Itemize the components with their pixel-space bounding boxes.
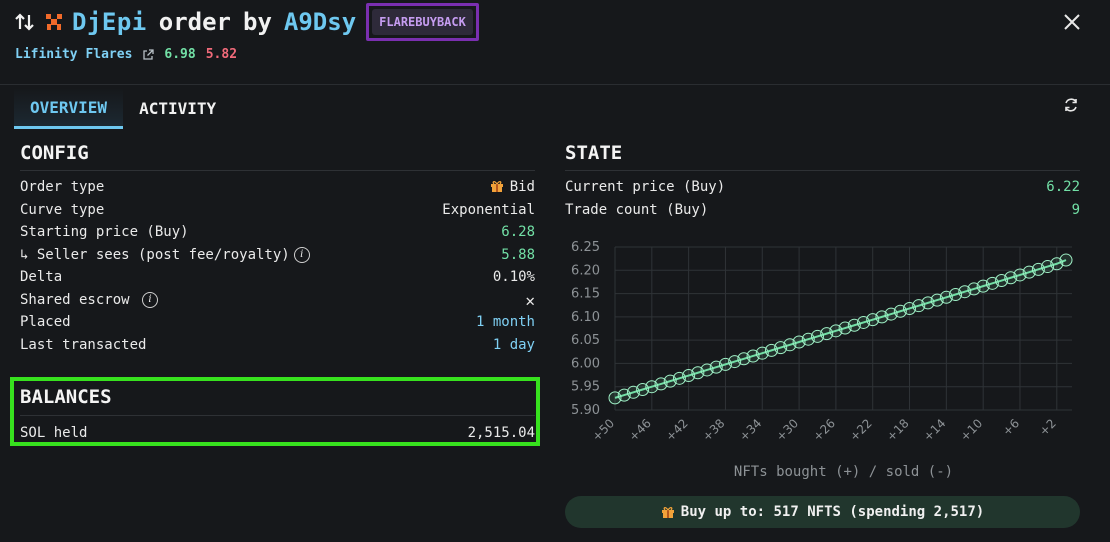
state-title: STATE bbox=[565, 142, 623, 164]
row-value: 6.28 bbox=[501, 224, 535, 240]
badge-highlight: FLAREBUYBACK bbox=[366, 3, 479, 41]
x-tick-label: +22 bbox=[847, 416, 875, 444]
row-value: Exponential bbox=[442, 202, 535, 218]
x-tick-label: +18 bbox=[884, 416, 912, 444]
data-point bbox=[1059, 253, 1073, 267]
row-value: 6.22 bbox=[1046, 179, 1080, 195]
x-tick-label: +50 bbox=[589, 416, 617, 444]
row-label: Order type bbox=[20, 179, 105, 195]
config-row-starting-price: Starting price (Buy) 6.28 bbox=[20, 223, 535, 241]
x-tick-label: +10 bbox=[957, 416, 985, 444]
y-tick-label: 6.15 bbox=[571, 287, 600, 302]
y-tick-label: 6.05 bbox=[571, 333, 600, 348]
y-tick-label: 6.25 bbox=[571, 240, 600, 255]
config-row-placed: Placed 1 month bbox=[20, 313, 535, 331]
config-title: CONFIG bbox=[20, 142, 89, 164]
seller-sees-label: ↳ Seller sees (post fee/royalty) bbox=[20, 247, 290, 263]
gift-icon bbox=[490, 181, 503, 192]
row-value: 9 bbox=[1071, 202, 1080, 218]
row-label: ↳ Seller sees (post fee/royalty) i bbox=[20, 247, 310, 263]
refresh-icon[interactable] bbox=[1062, 96, 1080, 114]
close-icon[interactable] bbox=[1060, 10, 1084, 34]
marketplace-logo-icon bbox=[46, 14, 62, 30]
row-label: Trade count (Buy) bbox=[565, 202, 709, 218]
row-label: Shared escrow i bbox=[20, 292, 159, 308]
balances-divider bbox=[20, 415, 535, 416]
row-value: 1 day bbox=[492, 337, 535, 353]
row-value: 5.88 bbox=[501, 247, 535, 263]
info-icon[interactable]: i bbox=[293, 247, 310, 263]
row-value: 2,515.04 bbox=[467, 425, 535, 441]
x-tick-label: +30 bbox=[773, 416, 801, 444]
order-header: DjEpi order by A9Dsy FLAREBUYBACK Lifini… bbox=[0, 0, 1110, 85]
x-tick-label: +6 bbox=[1000, 416, 1022, 438]
y-tick-label: 6.00 bbox=[571, 356, 600, 371]
y-tick-label: 5.90 bbox=[571, 403, 600, 418]
external-link-icon[interactable] bbox=[142, 48, 155, 61]
order-word: order bbox=[158, 8, 231, 36]
row-label: SOL held bbox=[20, 425, 88, 441]
by-word: by bbox=[243, 8, 272, 36]
config-row-seller-sees: ↳ Seller sees (post fee/royalty) i 5.88 bbox=[20, 246, 535, 264]
tab-activity[interactable]: ACTIVITY bbox=[139, 99, 217, 118]
shared-escrow-label: Shared escrow bbox=[20, 292, 130, 308]
x-tick-label: +42 bbox=[663, 416, 691, 444]
y-tick-label: 6.20 bbox=[571, 263, 600, 278]
config-divider bbox=[20, 170, 535, 171]
state-row-trade-count: Trade count (Buy) 9 bbox=[565, 201, 1080, 219]
row-value: 0.10% bbox=[492, 269, 535, 285]
cross-icon: ✕ bbox=[525, 290, 535, 310]
tab-bar: OVERVIEW ACTIVITY bbox=[14, 88, 232, 129]
balances-row-sol-held: SOL held 2,515.04 bbox=[20, 424, 535, 442]
owner-link[interactable]: A9Dsy bbox=[283, 8, 357, 36]
row-label: Delta bbox=[20, 269, 63, 285]
gift-icon bbox=[661, 507, 674, 518]
buy-up-to-button[interactable]: Buy up to: 517 NFTS (spending 2,517) bbox=[565, 496, 1080, 528]
buy-up-to-label: Buy up to: 517 NFTS (spending 2,517) bbox=[680, 504, 985, 520]
order-type-value: Bid bbox=[509, 179, 535, 195]
config-row-last-transacted: Last transacted 1 day bbox=[20, 336, 535, 354]
y-tick-label: 5.95 bbox=[571, 380, 600, 395]
order-name[interactable]: DjEpi bbox=[72, 8, 147, 36]
x-tick-label: +46 bbox=[626, 416, 654, 444]
collection-row: Lifinity Flares 6.98 5.82 bbox=[15, 47, 237, 62]
x-tick-label: +14 bbox=[921, 416, 949, 444]
x-tick-label: +26 bbox=[810, 416, 838, 444]
config-row-order-type: Order type Bid bbox=[20, 178, 535, 196]
price-low: 5.82 bbox=[205, 47, 238, 62]
price-curve-line bbox=[614, 259, 1067, 399]
title-row: DjEpi order by A9Dsy FLAREBUYBACK bbox=[14, 3, 479, 41]
row-label: Placed bbox=[20, 314, 71, 330]
row-value: 1 month bbox=[475, 314, 535, 330]
x-tick-label: +38 bbox=[700, 416, 728, 444]
row-label: Curve type bbox=[20, 202, 105, 218]
row-label: Current price (Buy) bbox=[565, 179, 726, 195]
balances-title: BALANCES bbox=[20, 386, 112, 408]
collection-link[interactable]: Lifinity Flares bbox=[15, 47, 133, 62]
y-tick-label: 6.10 bbox=[571, 310, 600, 325]
info-icon[interactable]: i bbox=[142, 292, 159, 308]
balances-highlight bbox=[10, 377, 540, 446]
row-label: Starting price (Buy) bbox=[20, 224, 189, 240]
pool-badge: FLAREBUYBACK bbox=[372, 9, 473, 35]
x-tick-label: +34 bbox=[737, 416, 765, 444]
row-label: Last transacted bbox=[20, 337, 147, 353]
price-high: 6.98 bbox=[164, 47, 196, 62]
config-row-delta: Delta 0.10% bbox=[20, 268, 535, 286]
swap-arrows-icon bbox=[15, 13, 34, 31]
x-axis-label: NFTs bought (+) / sold (-) bbox=[734, 464, 953, 480]
tab-overview[interactable]: OVERVIEW bbox=[14, 88, 124, 129]
x-tick-label: +2 bbox=[1036, 416, 1058, 438]
row-value: Bid bbox=[490, 179, 535, 195]
config-row-shared-escrow: Shared escrow i ✕ bbox=[20, 290, 535, 310]
price-curve-chart: 5.90 5.95 6.00 6.05 6.10 6.15 6.20 6.25 +50 +46 +4… bbox=[571, 240, 1073, 480]
state-row-current-price: Current price (Buy) 6.22 bbox=[565, 178, 1080, 196]
state-divider bbox=[565, 170, 1080, 171]
config-row-curve-type: Curve type Exponential bbox=[20, 201, 535, 219]
